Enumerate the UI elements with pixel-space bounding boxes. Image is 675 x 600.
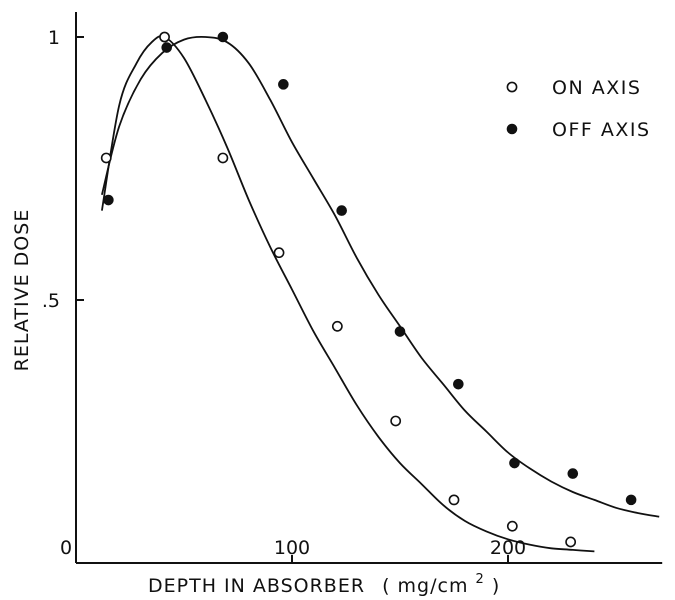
off-axis-curve — [101, 35, 660, 518]
off-axis-point — [217, 31, 229, 43]
off-axis-point — [567, 468, 579, 479]
y-tick-label: .5 — [42, 290, 60, 312]
off-axis-point — [625, 494, 637, 506]
on-axis-curve — [101, 35, 595, 553]
x-tick-label: 0 — [60, 537, 72, 559]
on-axis-point — [390, 415, 402, 427]
x-axis-unit-superscript: 2 — [476, 572, 485, 587]
on-axis-point — [331, 320, 343, 332]
x-axis-label-text: DEPTH IN ABSORBER — [148, 575, 365, 597]
on-axis-point — [448, 494, 460, 506]
on-axis-point — [159, 31, 170, 43]
off-axis-point — [161, 42, 173, 53]
y-axis-label: RELATIVE DOSE — [11, 209, 33, 372]
y-tick-label: 1 — [48, 27, 60, 49]
legend: ON AXIS OFF AXIS — [506, 77, 651, 141]
x-axis-label: DEPTH IN ABSORBER ( mg/cm 2 ) — [148, 566, 500, 597]
off-axis-point — [278, 79, 289, 90]
x-tick-label: 100 — [274, 537, 310, 559]
off-axis-point — [509, 457, 520, 469]
on-axis-point — [273, 247, 285, 259]
legend-label-on-axis: ON AXIS — [552, 77, 641, 99]
legend-label-off-axis: OFF AXIS — [552, 119, 651, 141]
off-axis-point — [103, 194, 114, 206]
x-tick-label: 200 — [490, 537, 526, 559]
off-axis-point — [453, 378, 464, 390]
off-axis-point — [394, 326, 406, 337]
on-axis-point — [217, 152, 229, 164]
off-axis-point — [336, 205, 347, 216]
x-axis-unit: ( mg/cm — [382, 575, 468, 597]
on-axis-point — [565, 536, 577, 548]
on-axis-point — [100, 152, 112, 164]
on-axis-point — [506, 520, 518, 532]
legend-marker-off-axis — [506, 123, 518, 135]
x-axis-unit-end: ) — [492, 575, 500, 597]
data-points — [100, 31, 637, 548]
legend-marker-on-axis — [506, 81, 518, 93]
axes: 0 100 200 .5 1 — [42, 12, 663, 564]
